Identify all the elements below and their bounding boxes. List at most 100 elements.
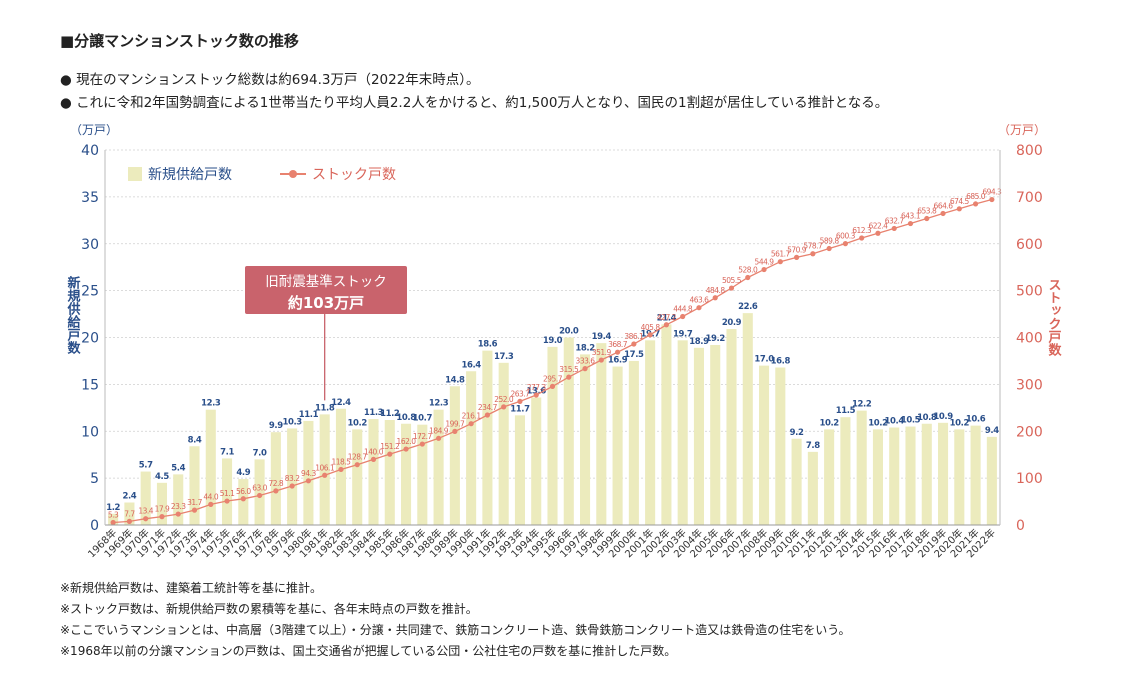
right-tick-label: 100 xyxy=(1016,471,1043,487)
stock-value-label: 570.9 xyxy=(787,245,807,254)
bar xyxy=(140,471,151,525)
stock-point xyxy=(972,201,979,207)
bar xyxy=(921,423,932,525)
stock-value-label: 118.5 xyxy=(331,457,351,466)
bar-value-label: 14.8 xyxy=(445,375,465,385)
stock-point xyxy=(728,285,735,291)
bar xyxy=(905,426,916,525)
bar-labels: 1.22.45.74.55.48.412.37.14.97.09.9 10.311… xyxy=(106,302,999,513)
bar xyxy=(482,350,493,525)
stock-value-label: 5.3 xyxy=(108,511,119,520)
bar-value-label: 11.3 xyxy=(364,408,384,418)
bar-value-label: 19.4 xyxy=(592,332,612,342)
stock-value-label: 600.3 xyxy=(836,232,856,241)
bar-value-label: 12.4 xyxy=(331,398,351,408)
bar-value-label: 12.3 xyxy=(201,399,221,409)
bar-value-label: 13.6 xyxy=(527,387,547,397)
stock-point xyxy=(468,421,474,427)
right-tick-label: 200 xyxy=(1016,424,1043,440)
stock-value-label: 315.5 xyxy=(559,365,579,374)
stock-value-label: 17.9 xyxy=(155,505,170,514)
bar xyxy=(287,428,298,525)
bar xyxy=(791,438,802,525)
bar xyxy=(872,429,883,525)
stock-value-label: 643.1 xyxy=(901,212,921,221)
bar xyxy=(401,423,412,525)
stock-point xyxy=(761,266,767,273)
stock-point xyxy=(598,357,604,363)
left-tick-label: 40 xyxy=(81,143,99,159)
stock-value-label: 56.0 xyxy=(236,487,251,496)
stock-point xyxy=(370,456,377,462)
bar xyxy=(222,458,233,525)
left-tick-label: 35 xyxy=(81,190,99,206)
stock-point xyxy=(435,435,442,441)
bar xyxy=(108,513,119,525)
stock-value-label: 128.7 xyxy=(348,453,368,462)
bar xyxy=(889,427,900,525)
bar-value-label: 2.4 xyxy=(122,492,136,502)
stock-value-label: 589.8 xyxy=(820,237,840,246)
bar xyxy=(710,345,721,525)
stock-point xyxy=(452,428,458,434)
stock-point xyxy=(273,488,279,494)
stock-value-label: 444.8 xyxy=(673,305,693,314)
bar xyxy=(596,343,607,525)
bar xyxy=(547,346,558,525)
bar xyxy=(856,410,867,525)
bar-value-label: 9.4 xyxy=(985,426,999,436)
stock-point xyxy=(875,230,881,236)
stock-point xyxy=(256,492,263,499)
stock-value-label: 44.0 xyxy=(203,492,218,501)
stock-point xyxy=(208,501,214,507)
bar xyxy=(775,367,786,525)
bar-value-label: 5.4 xyxy=(171,463,185,473)
stock-value-label: 51.1 xyxy=(220,489,235,498)
stock-point xyxy=(777,259,783,265)
bar xyxy=(417,424,428,525)
bar xyxy=(498,362,509,525)
bar-value-label: 11.2 xyxy=(380,409,400,419)
stock-point xyxy=(143,516,149,522)
stock-value-label: 234.7 xyxy=(478,403,498,412)
bar-value-label: 18.2 xyxy=(575,343,595,353)
stock-point xyxy=(712,295,718,301)
stock-point xyxy=(159,514,165,520)
bar-value-label: 22.6 xyxy=(738,302,758,312)
bar xyxy=(270,432,281,525)
footnote: ※新規供給戸数は、建築着工統計等を基に推計。 xyxy=(60,581,323,595)
right-axis-title: ストック戸数 xyxy=(1046,278,1062,357)
stock-point xyxy=(907,220,914,227)
bar xyxy=(954,429,965,525)
bar xyxy=(677,340,688,525)
legend-line-marker xyxy=(280,167,306,181)
bar xyxy=(124,502,135,525)
bar-value-label: 9.2 xyxy=(790,428,804,438)
stock-value-label: 13.4 xyxy=(138,507,153,516)
bar-value-label: 10.8 xyxy=(396,413,416,423)
right-tick-label: 300 xyxy=(1016,377,1043,393)
stock-point xyxy=(419,441,425,447)
stock-point xyxy=(842,241,849,247)
left-tick-label: 5 xyxy=(90,471,99,487)
stock-value-label: 94.3 xyxy=(301,469,316,478)
bar-value-label: 9.9 xyxy=(269,421,283,431)
bar xyxy=(986,436,997,525)
stock-point xyxy=(354,462,360,468)
stock-value-label: 31.7 xyxy=(187,498,202,507)
stock-point xyxy=(989,196,995,203)
bar-value-label: 10.3 xyxy=(282,417,302,427)
section-title: ■分譲マンションストック数の推移 xyxy=(60,32,299,50)
bar-value-label: 4.5 xyxy=(155,472,169,482)
stock-value-label: 505.5 xyxy=(722,276,742,285)
bar-value-label: 19.2 xyxy=(706,334,726,344)
axes: 0510152025303540010020030040050060070080… xyxy=(65,123,1062,534)
stock-value-label: 484.8 xyxy=(706,286,726,295)
stock-value-label: 694.3 xyxy=(982,188,1002,197)
stock-value-label: 463.6 xyxy=(689,296,709,305)
bar xyxy=(807,451,818,525)
bar-value-label: 5.7 xyxy=(139,461,153,471)
stock-value-label: 162.0 xyxy=(397,437,417,446)
stock-point xyxy=(810,251,816,257)
left-tick-label: 15 xyxy=(81,377,99,393)
